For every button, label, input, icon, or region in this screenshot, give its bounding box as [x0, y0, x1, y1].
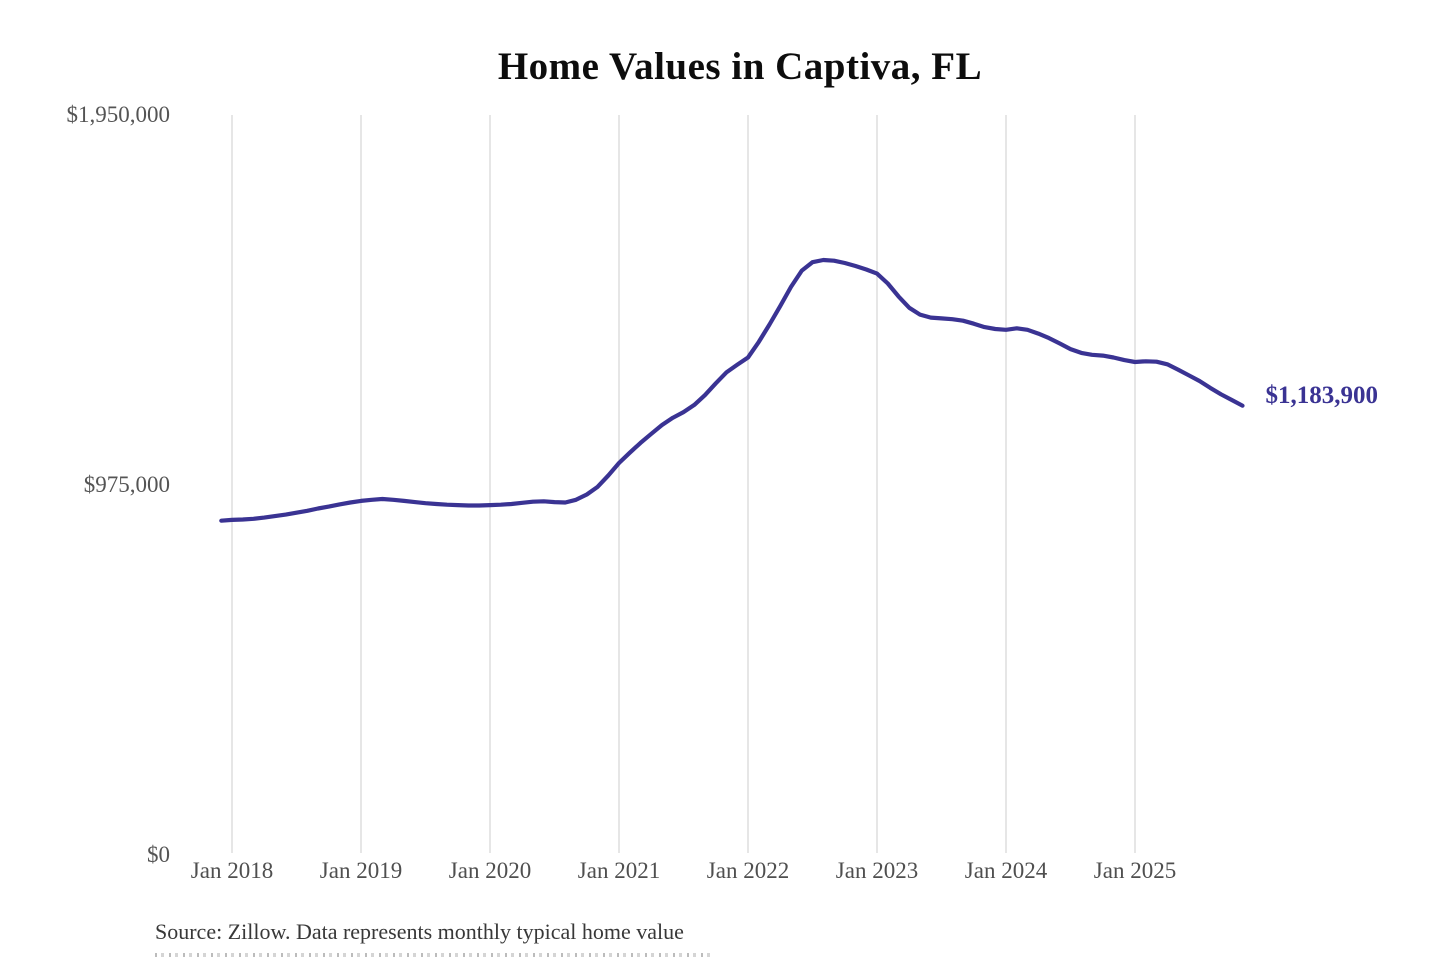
x-axis-tick-label: Jan 2019: [319, 858, 403, 883]
source-note: Source: Zillow. Data represents monthly …: [155, 919, 684, 944]
latest-value-label: $1,183,900: [1265, 381, 1379, 409]
home-value-line: [219, 257, 1245, 523]
cropped-text-sliver: [155, 953, 710, 957]
chart-title: Home Values in Captiva, FL: [497, 45, 983, 88]
y-axis-tick-label: $975,000: [83, 472, 170, 497]
year-gridlines: [231, 115, 1136, 853]
x-axis-tick-label: Jan 2018: [190, 858, 274, 883]
x-axis-tick-label: Jan 2022: [706, 858, 790, 883]
x-axis-tick-label: Jan 2025: [1093, 858, 1177, 883]
x-axis-tick-label: Jan 2024: [964, 858, 1048, 883]
x-axis-tick-label: Jan 2020: [448, 858, 532, 883]
y-axis-tick-label: $1,950,000: [66, 102, 171, 127]
x-axis-tick-label: Jan 2023: [835, 858, 919, 883]
y-axis-tick-label: $0: [147, 842, 170, 867]
x-axis-tick-label: Jan 2021: [577, 858, 661, 883]
